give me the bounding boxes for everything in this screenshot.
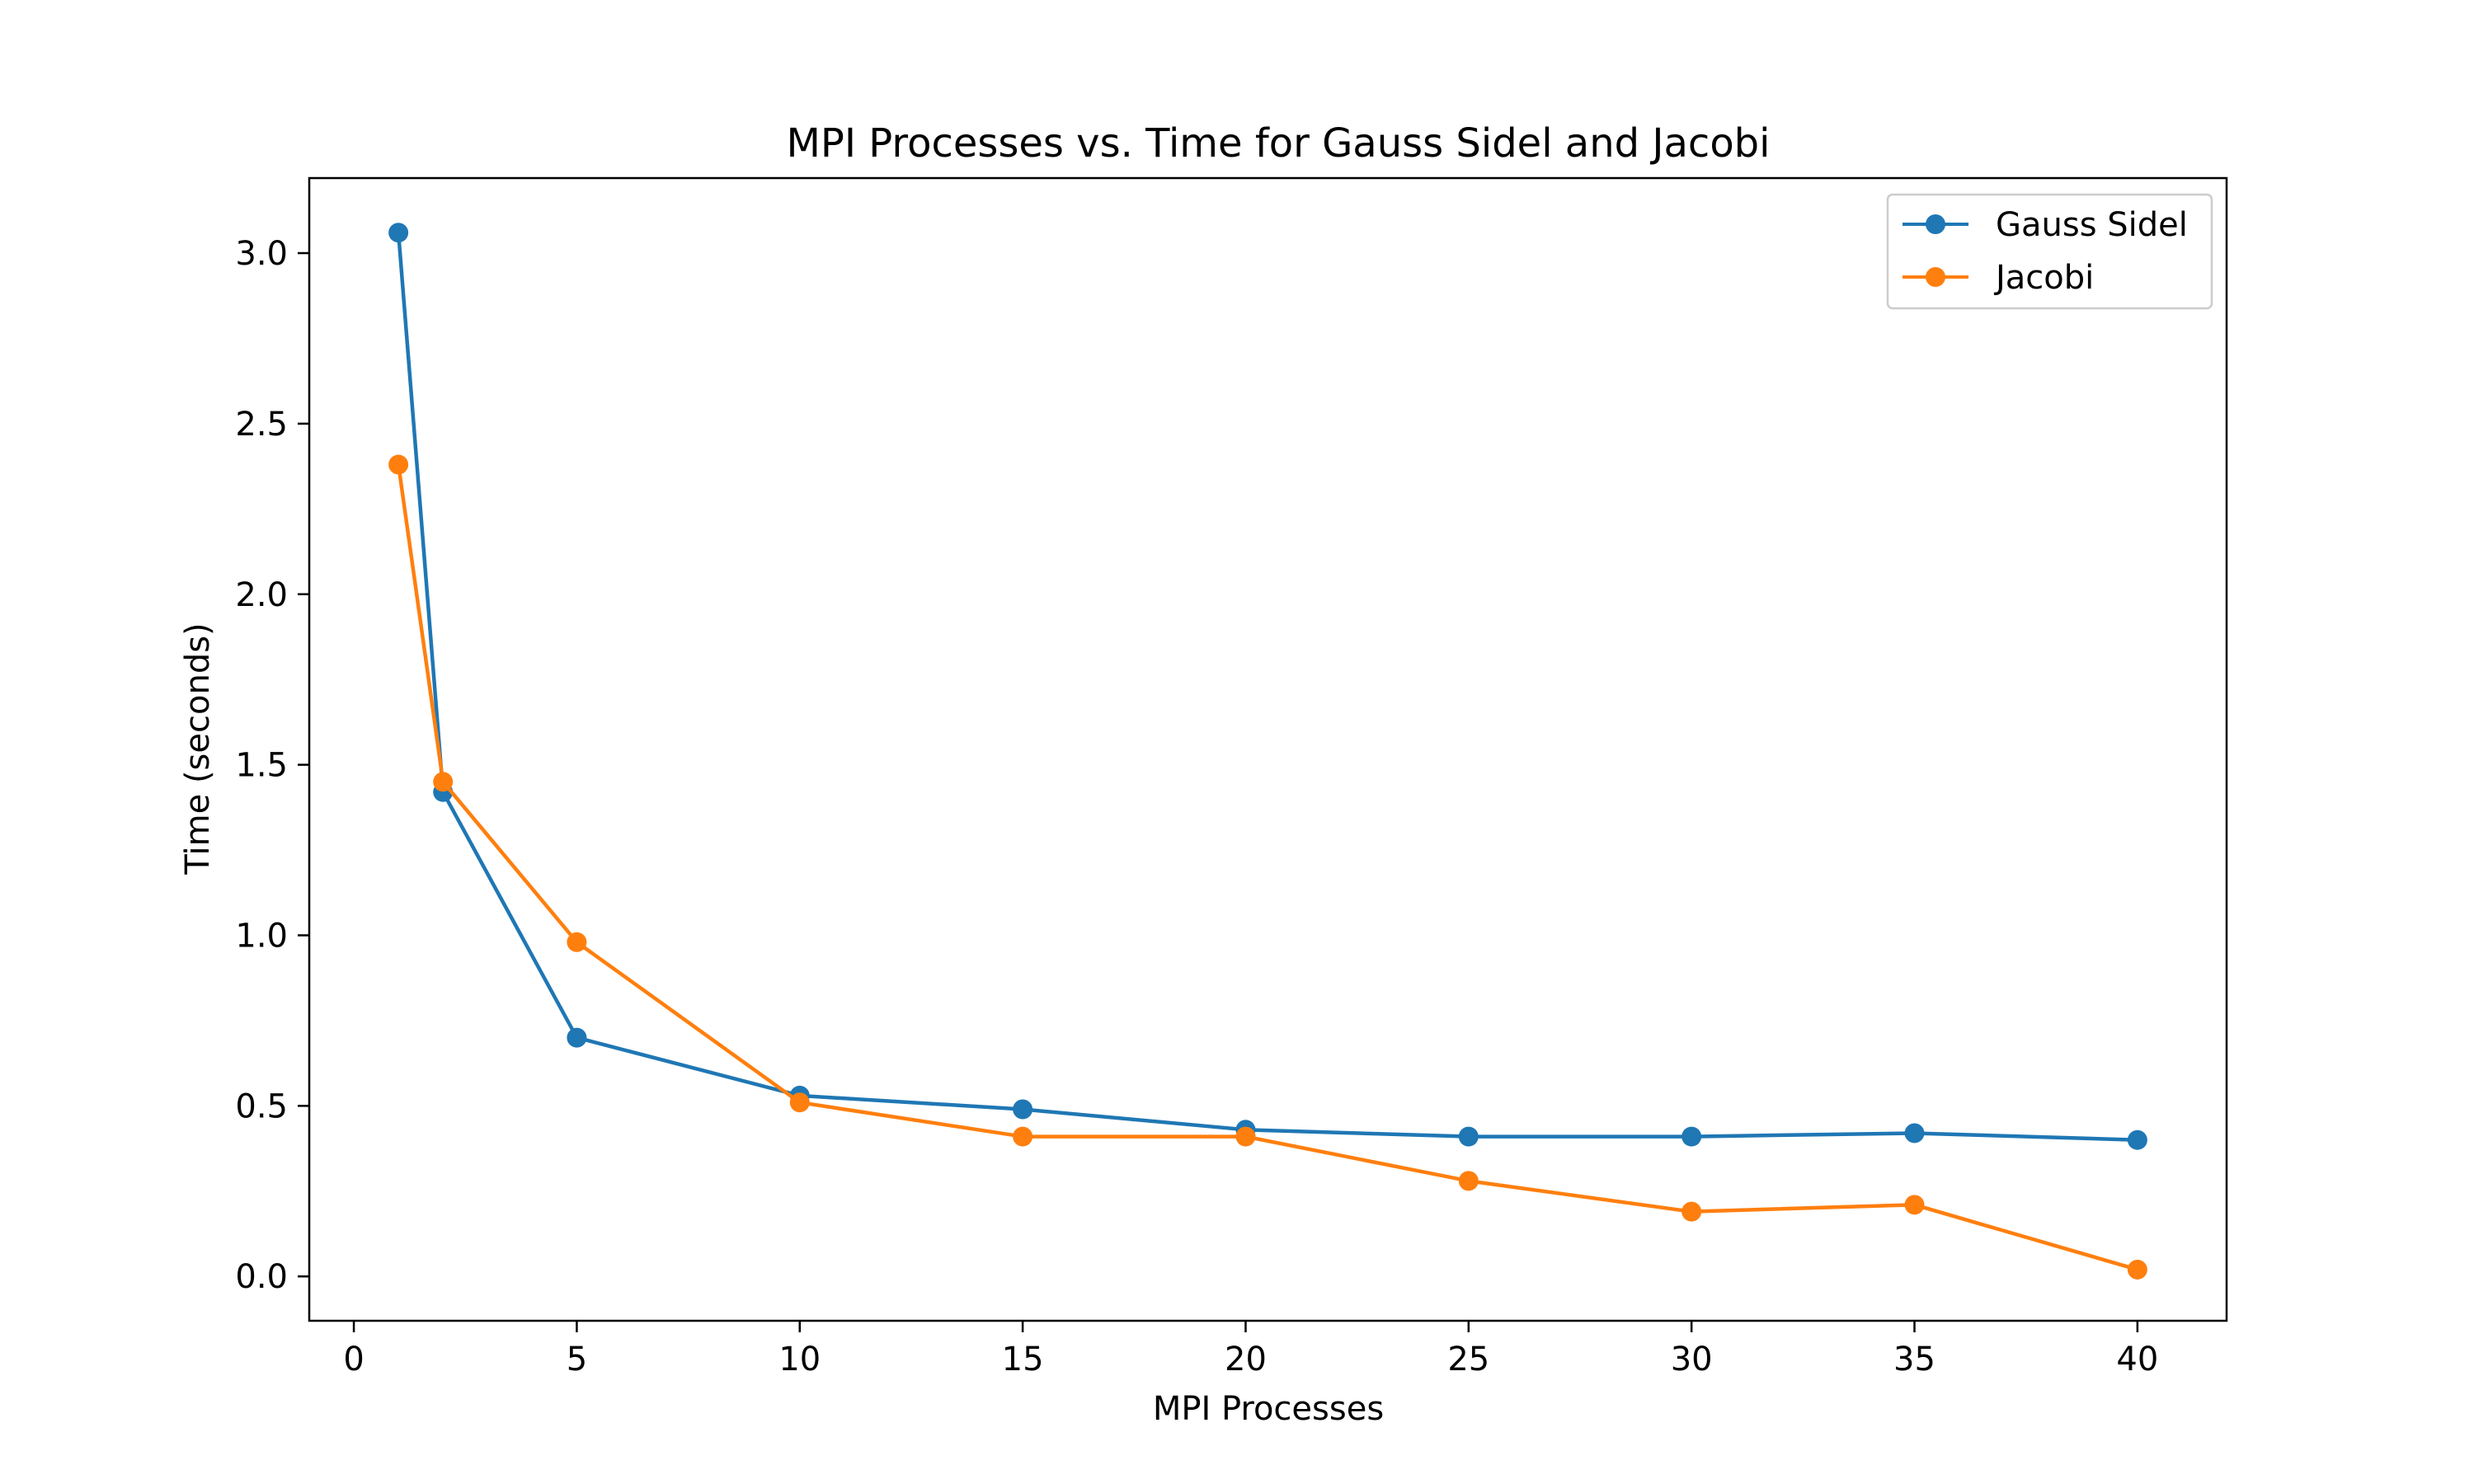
plot-area xyxy=(388,223,2147,1280)
x-tick-label: 20 xyxy=(1225,1341,1267,1378)
data-point-gauss-sidel xyxy=(2127,1129,2147,1150)
y-tick-label: 2.0 xyxy=(235,576,288,614)
data-point-jacobi xyxy=(567,932,587,952)
data-point-jacobi xyxy=(1235,1126,1256,1147)
legend-marker-gauss-sidel xyxy=(1926,214,1945,234)
series-line-gauss-sidel xyxy=(396,232,2138,1142)
data-point-gauss-sidel xyxy=(388,223,409,243)
data-point-jacobi xyxy=(433,772,454,792)
x-tick-label: 10 xyxy=(778,1341,821,1378)
y-tick-label: 1.5 xyxy=(235,747,288,785)
legend: Gauss Sidel Jacobi xyxy=(1886,193,2213,310)
data-point-jacobi xyxy=(1681,1201,1702,1222)
data-point-jacobi xyxy=(388,454,409,475)
plot-frame xyxy=(308,176,2228,1322)
data-point-gauss-sidel xyxy=(1904,1123,1925,1144)
x-tick-label: 0 xyxy=(343,1341,364,1378)
y-tick-label: 3.0 xyxy=(235,235,288,273)
y-tick-label: 0.5 xyxy=(235,1087,288,1125)
legend-entry-gauss-sidel: Gauss Sidel xyxy=(1903,206,2188,244)
x-axis-label: MPI Processes xyxy=(1153,1390,1384,1428)
legend-marker-jacobi xyxy=(1926,267,1945,287)
series-line-jacobi xyxy=(396,464,2138,1272)
data-point-jacobi xyxy=(789,1092,810,1113)
data-point-gauss-sidel xyxy=(1013,1099,1033,1120)
y-tick-label: 1.0 xyxy=(235,917,288,955)
chart-title: MPI Processes vs. Time for Gauss Sidel a… xyxy=(787,120,1771,167)
data-point-jacobi xyxy=(1458,1171,1479,1191)
x-axis: 0 5 10 15 20 25 30 35 40 xyxy=(343,1321,2158,1378)
y-tick-label: 0.0 xyxy=(235,1258,288,1296)
y-axis-label: Time (seconds) xyxy=(179,622,217,875)
legend-label-jacobi: Jacobi xyxy=(1993,259,2094,297)
data-point-gauss-sidel xyxy=(1681,1126,1702,1147)
y-axis: 0.0 0.5 1.0 1.5 2.0 2.5 3.0 xyxy=(235,235,309,1296)
series-jacobi xyxy=(388,454,2147,1280)
x-tick-label: 15 xyxy=(1002,1341,1044,1378)
x-tick-label: 5 xyxy=(567,1341,587,1378)
data-point-gauss-sidel xyxy=(567,1027,587,1048)
x-tick-label: 35 xyxy=(1893,1341,1935,1378)
legend-label-gauss-sidel: Gauss Sidel xyxy=(1996,206,2188,244)
data-point-gauss-sidel xyxy=(1458,1126,1479,1147)
y-tick-label: 2.5 xyxy=(235,406,288,444)
legend-box xyxy=(1886,193,2213,310)
x-tick-label: 30 xyxy=(1671,1341,1713,1378)
x-tick-label: 25 xyxy=(1447,1341,1489,1378)
data-point-jacobi xyxy=(1904,1195,1925,1215)
data-point-jacobi xyxy=(1013,1126,1033,1147)
data-point-jacobi xyxy=(2127,1259,2147,1280)
legend-entry-jacobi: Jacobi xyxy=(1903,259,2094,297)
x-tick-label: 40 xyxy=(2116,1341,2158,1378)
